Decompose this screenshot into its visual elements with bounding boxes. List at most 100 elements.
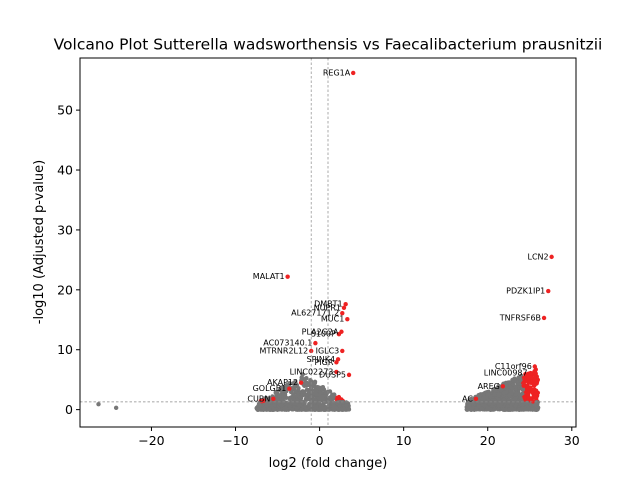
data-point <box>294 406 299 411</box>
labeled-point <box>287 386 292 391</box>
labeled-point <box>336 331 342 337</box>
point-label: TNFRSF6B <box>499 313 541 322</box>
y-tick-label: 40 <box>57 163 73 178</box>
y-tick-label: 20 <box>57 282 73 297</box>
data-point <box>298 395 304 401</box>
point-label: SPINK4 <box>306 355 335 364</box>
y-axis-ticks: 0 10 20 30 40 50 <box>57 103 80 417</box>
x-axis-ticks: −20 −10 0 10 20 30 <box>138 427 580 448</box>
data-point <box>517 399 522 405</box>
data-point <box>509 386 515 391</box>
y-tick-label: 0 <box>65 402 73 417</box>
data-point <box>513 384 519 389</box>
data-point <box>491 400 497 406</box>
data-point <box>284 400 290 405</box>
data-point <box>299 407 304 412</box>
x-tick-label: −10 <box>222 433 248 448</box>
data-point <box>510 401 515 406</box>
data-point <box>293 389 298 394</box>
data-point <box>320 386 325 392</box>
data-point <box>512 407 517 412</box>
data-point <box>530 407 535 412</box>
data-point <box>312 381 317 386</box>
x-tick-label: −20 <box>138 433 164 448</box>
point-label: DUSP5 <box>319 370 346 379</box>
data-point <box>284 407 289 412</box>
labeled-point <box>313 340 318 346</box>
labeled-point <box>500 384 506 389</box>
labeled-point <box>528 370 533 376</box>
data-point <box>507 393 512 398</box>
data-point <box>271 407 276 412</box>
data-point <box>496 392 501 398</box>
data-point <box>288 389 294 395</box>
data-point <box>346 407 352 412</box>
labeled-point <box>473 396 479 402</box>
data-point <box>521 401 527 406</box>
data-point <box>525 394 531 399</box>
data-point <box>474 407 479 412</box>
data-point <box>288 400 294 406</box>
point-label: AKAP12 <box>267 378 298 387</box>
x-axis-label: log2 (fold change) <box>269 456 388 471</box>
labeled-point <box>346 372 352 378</box>
data-point <box>526 379 531 385</box>
data-point <box>525 389 530 394</box>
data-point <box>282 385 288 390</box>
data-point <box>326 407 332 412</box>
data-point <box>255 407 261 412</box>
data-point <box>292 383 297 388</box>
point-label: AL627171.2 <box>291 309 339 318</box>
x-tick-label: 30 <box>564 433 580 448</box>
data-point <box>488 394 493 400</box>
data-point <box>275 398 280 404</box>
labeled-point <box>334 360 339 365</box>
labeled-point <box>351 70 356 76</box>
data-point <box>326 395 331 401</box>
point-label: PDZK1IP1 <box>506 287 545 296</box>
point-label: REG1A <box>323 68 351 77</box>
data-point <box>522 394 527 400</box>
data-point <box>479 406 485 411</box>
data-point <box>303 392 309 398</box>
point-label: LINC00987 <box>484 369 528 378</box>
point-label: PIGR <box>314 358 333 367</box>
data-point <box>287 396 293 402</box>
data-point <box>319 407 324 412</box>
point-label: IGLC3 <box>316 346 340 355</box>
labeled-point <box>345 316 350 322</box>
data-point <box>300 372 305 377</box>
y-tick-label: 10 <box>57 342 73 357</box>
data-point <box>522 378 527 383</box>
data-point <box>512 396 518 402</box>
point-label: MALAT1 <box>253 272 285 281</box>
data-point <box>477 392 483 397</box>
plot-area: REG1A LCN2 MALAT1 PDZK1IP1 DMBT1NUPR1AL62717… <box>80 58 576 427</box>
data-point <box>340 400 346 405</box>
data-point <box>301 389 307 395</box>
outlier-point <box>113 405 119 411</box>
data-point <box>532 375 537 381</box>
data-point <box>309 402 314 407</box>
chart-title: Volcano Plot Sutterella wadsworthensis v… <box>54 36 603 54</box>
data-point <box>484 395 489 400</box>
point-label: DMBT1 <box>314 300 343 309</box>
data-point <box>316 396 322 401</box>
point-label: AC <box>462 394 473 403</box>
labeled-point <box>532 364 538 369</box>
data-point <box>530 399 536 404</box>
point-label: MTRNR2L12 <box>260 346 309 355</box>
data-point <box>312 406 318 412</box>
point-label: LINC02273 <box>290 367 334 376</box>
data-point <box>525 383 530 388</box>
data-point <box>501 390 507 396</box>
data-point <box>341 407 347 412</box>
labeled-point <box>340 310 345 316</box>
point-label: PLA2G2A <box>302 327 339 336</box>
data-point <box>493 388 498 394</box>
data-point <box>492 392 497 397</box>
data-point <box>506 400 511 405</box>
threshold-lines <box>80 58 576 427</box>
x-tick-label: 10 <box>396 433 412 448</box>
labeled-point <box>341 305 347 310</box>
